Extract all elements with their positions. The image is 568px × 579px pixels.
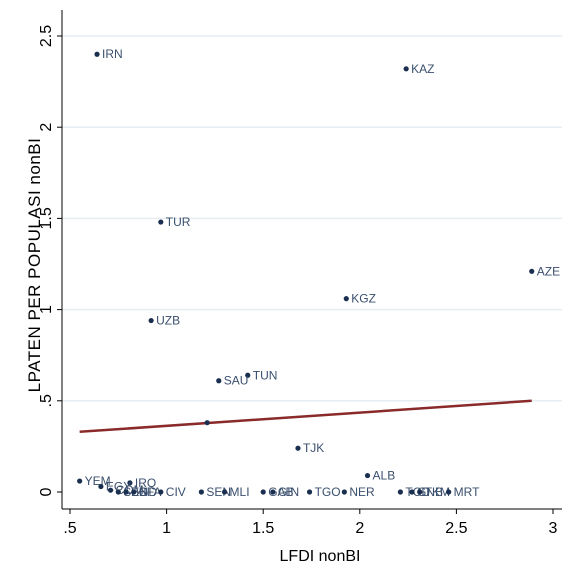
point-label: NER [349,485,375,499]
point-label: KAZ [411,62,434,76]
y-tick-label: 2 [38,123,55,132]
data-point [107,487,114,493]
data-point [204,420,210,426]
point-label: AZE [537,264,560,278]
x-tick-label: 1.5 [252,520,274,537]
point-label: IRQ [135,476,156,490]
data-point [270,489,276,495]
point-label: COM [116,483,144,497]
point-label: SAU [224,374,249,388]
y-tick-label: .5 [38,394,55,407]
data-point [148,317,154,324]
x-tick-label: 1 [162,520,171,537]
point-label: YEM [85,474,111,488]
data-point [529,268,535,274]
point-label: SEN [206,485,231,499]
data-point [403,66,409,72]
point-label: CIV [166,485,186,499]
data-point [295,445,301,451]
data-point [341,489,347,495]
point-label: TUR [166,215,191,229]
data-point [98,483,104,490]
point-label: UZB [156,314,180,328]
data-point [123,489,129,495]
data-point [131,489,137,495]
fit-line-layer [79,399,532,434]
data-point [158,489,164,495]
x-tick-label: 3 [549,520,558,537]
data-point [417,489,423,495]
point-label: TGO [315,485,341,499]
point-label: MRT [454,485,480,499]
data-point [364,472,371,479]
data-point [245,372,251,378]
data-point [158,219,164,225]
data-point [306,489,313,495]
data-point [409,489,415,495]
point-label: IRN [102,47,123,61]
point-label: ALB [373,469,396,483]
point-label: TUN [253,368,278,382]
data-point [397,489,403,495]
point-label: TKM [425,485,450,499]
point-label: GIN [278,485,299,499]
fit-line [79,399,532,434]
axes: 0 .5 1 1.5 2 2.5 .5 1 1.5 2 2.5 3 [38,10,562,537]
y-tick-label: 2.5 [38,25,55,47]
y-tick-label: 0 [38,487,55,496]
y-tick-label: 1 [38,305,55,314]
data-point [260,489,266,495]
data-point [115,489,121,495]
y-axis-title: LPATEN PER POPULASI nonBI [25,138,44,393]
data-point [221,489,228,495]
y-tick-label: 1.5 [38,207,55,229]
point-label: BFA [139,485,162,499]
data-point [198,489,204,495]
x-tick-label: .5 [63,520,76,537]
point-label: TJK [303,441,324,455]
data-point [127,480,133,486]
point-label: KGZ [351,292,376,306]
x-tick-label: 2 [355,520,364,537]
grid-lines [62,35,562,402]
point-label: MLI [230,485,250,499]
point-label: GNB [417,485,443,499]
x-tick-label: 2.5 [445,520,467,537]
data-point [94,51,100,57]
point-label: GAB [268,485,293,499]
point-label: BGD [131,485,157,499]
data-point [77,478,83,484]
data-point [343,296,349,302]
data-point [216,378,222,384]
data-point [446,489,452,495]
x-axis-title: LFDI nonBI [280,548,361,565]
